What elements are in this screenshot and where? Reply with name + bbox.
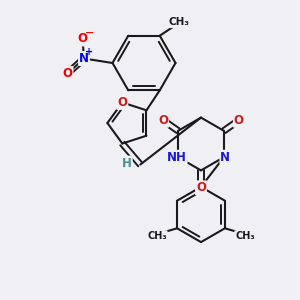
Text: NH: NH xyxy=(167,151,187,164)
Text: O: O xyxy=(234,114,244,127)
Text: CH₃: CH₃ xyxy=(235,231,255,241)
Text: O: O xyxy=(196,181,206,194)
Text: O: O xyxy=(158,114,168,127)
Text: N: N xyxy=(220,151,230,164)
Text: O: O xyxy=(62,67,73,80)
Text: −: − xyxy=(84,28,94,38)
Text: N: N xyxy=(79,52,89,65)
Text: +: + xyxy=(85,47,93,57)
Text: CH₃: CH₃ xyxy=(147,231,167,241)
Text: O: O xyxy=(117,96,127,109)
Text: O: O xyxy=(77,32,88,46)
Text: CH₃: CH₃ xyxy=(169,17,190,27)
Text: H: H xyxy=(122,157,132,169)
